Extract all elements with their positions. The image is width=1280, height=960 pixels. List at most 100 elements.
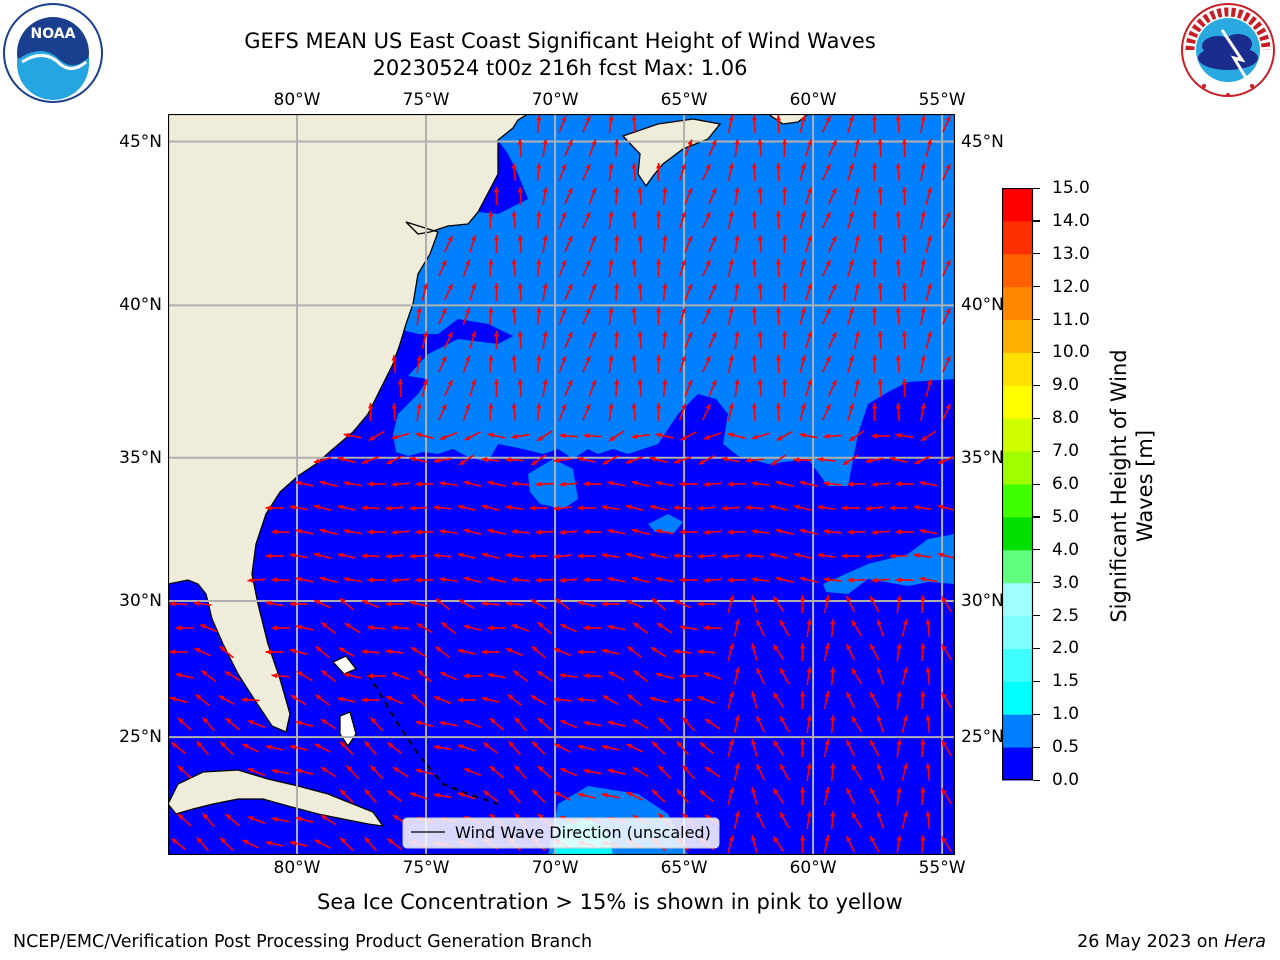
wind-wave-arrowhead (193, 600, 200, 607)
wind-wave-arrowhead (824, 691, 830, 697)
wind-wave-arrowhead (773, 836, 779, 843)
wind-wave-arrowhead (945, 163, 951, 170)
wind-wave-arrowhead (560, 720, 567, 725)
wind-wave-arrowhead (825, 355, 831, 362)
wind-wave-arrowhead (265, 840, 272, 846)
wind-wave-arrowhead (585, 211, 591, 218)
wind-wave-arrowhead (895, 432, 902, 439)
wind-wave-arrowhead (555, 598, 562, 604)
wind-wave-arrowhead (487, 528, 494, 534)
wind-wave-arrowhead (343, 480, 350, 486)
wind-wave-arrowhead (196, 837, 203, 843)
wind-wave-arrowhead (687, 187, 693, 194)
colorbar-tick-mark (1033, 779, 1040, 781)
wind-wave-arrowhead (529, 505, 535, 511)
wind-wave-arrowhead (775, 355, 782, 361)
wind-wave-arrowhead (561, 211, 567, 218)
wind-wave-arrowhead (577, 553, 583, 559)
wind-wave-arrowhead (895, 355, 901, 361)
wind-wave-arrowhead (631, 528, 638, 534)
wind-wave-arrowhead (919, 528, 926, 534)
wind-wave-arrowhead (728, 739, 734, 746)
wind-wave-arrowhead (757, 139, 763, 145)
colorbar-tick-label: 0.0 (1052, 770, 1080, 790)
wind-wave-arrowhead (800, 259, 806, 266)
wind-wave-arrowhead (751, 115, 757, 121)
wind-wave-arrowhead (830, 811, 836, 817)
wind-wave-arrowhead (397, 379, 403, 385)
wind-wave-arrowhead (896, 835, 902, 841)
wind-wave-arrowhead (734, 619, 740, 626)
wind-wave-arrowhead (920, 835, 926, 841)
wind-wave-arrowhead (602, 695, 609, 701)
wind-wave-arrowhead (846, 643, 852, 650)
wind-wave-arrowhead (658, 765, 664, 772)
wind-wave-arrowhead (362, 458, 369, 464)
wind-wave-arrowhead (447, 283, 453, 290)
wind-wave-arrowhead (751, 835, 757, 842)
wind-wave-arrowhead (560, 624, 567, 629)
wind-wave-arrowhead (631, 211, 637, 217)
wind-wave-arrowhead (925, 667, 931, 673)
wind-wave-arrowhead (344, 623, 351, 629)
colorbar-tick-label: 4.0 (1052, 539, 1080, 560)
wind-wave-arrowhead (296, 671, 303, 677)
colorbar-segment (1002, 747, 1033, 781)
wind-wave-arrowhead (655, 307, 662, 313)
wind-wave-arrowhead (542, 139, 548, 145)
wind-wave-arrowhead (464, 435, 471, 441)
wind-wave-arrowhead (926, 283, 932, 290)
wind-wave-arrowhead (775, 480, 782, 486)
colorbar-segment (1002, 516, 1033, 551)
wind-wave-arrowhead (493, 187, 500, 193)
wind-wave-arrowhead (756, 811, 762, 818)
wind-wave-arrowhead (271, 577, 278, 583)
wind-wave-arrowhead (271, 768, 278, 774)
wind-wave-arrowhead (625, 504, 632, 510)
wind-wave-arrowhead (727, 529, 734, 535)
wind-wave-arrowhead (387, 838, 394, 844)
wind-wave-arrowhead (508, 741, 515, 747)
wind-wave-arrowhead (608, 307, 614, 313)
wind-wave-arrowhead (465, 403, 471, 410)
wind-wave-arrowhead (361, 505, 368, 511)
wind-wave-arrowhead (849, 259, 855, 266)
colorbar-segment (1002, 385, 1033, 419)
wind-wave-arrowhead (854, 187, 860, 194)
wind-wave-arrowhead (601, 552, 608, 559)
lon-label-bottom: 80°W (273, 858, 321, 878)
noaa-logo-text: NOAA (31, 26, 76, 42)
map-panel: Wind Wave Direction (unscaled) (168, 114, 955, 855)
wind-wave-arrowhead (567, 187, 573, 194)
wind-wave-arrowhead (517, 139, 523, 145)
wind-wave-arrowhead (849, 355, 855, 362)
wind-wave-arrowhead (409, 456, 416, 462)
wind-wave-arrowhead (614, 283, 620, 289)
wind-wave-arrowhead (517, 283, 523, 289)
wind-wave-arrowhead (609, 435, 615, 442)
wind-wave-arrowhead (870, 788, 876, 795)
wind-wave-arrowhead (925, 619, 931, 625)
wind-wave-arrowhead (169, 696, 176, 702)
wind-wave-arrowhead (842, 459, 849, 465)
wind-wave-arrowhead (920, 643, 926, 649)
wind-wave-arrowhead (530, 599, 537, 605)
wind-wave-arrowhead (896, 691, 902, 697)
wind-wave-arrowhead (553, 553, 560, 559)
wind-wave-arrowhead (901, 187, 908, 193)
wind-wave-arrowhead (831, 235, 837, 242)
wind-wave-arrowhead (756, 619, 762, 626)
lon-label-bottom: 65°W (660, 858, 708, 878)
wind-wave-arrowhead (439, 480, 446, 487)
colorbar-segment (1002, 286, 1033, 321)
wind-wave-arrowhead (488, 259, 494, 265)
wind-wave-arrowhead (513, 670, 520, 676)
wind-wave-arrowhead (895, 403, 901, 409)
wind-wave-arrowhead (697, 649, 704, 655)
wind-wave-arrowhead (220, 837, 226, 844)
colorbar-tick-label: 10.0 (1052, 342, 1090, 363)
wind-wave-arrowhead (364, 789, 371, 795)
wind-wave-arrowhead (614, 331, 620, 337)
wind-wave-arrowhead (364, 837, 371, 843)
wind-wave-arrowhead (870, 644, 876, 651)
